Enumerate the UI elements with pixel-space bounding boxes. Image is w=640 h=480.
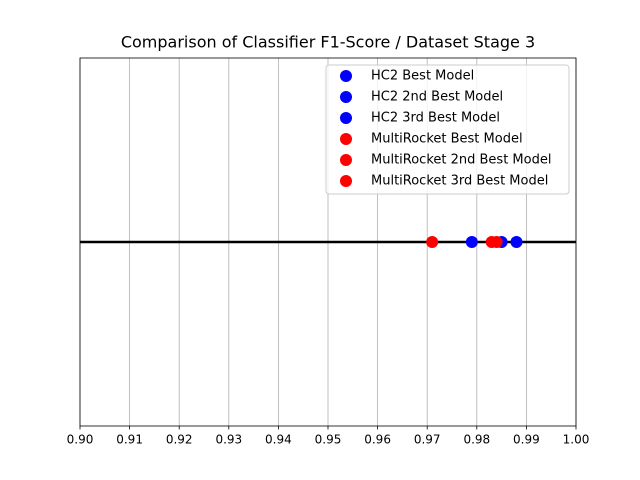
x-tick-label: 0.92: [166, 433, 193, 447]
legend-marker: [340, 91, 352, 103]
point: [485, 236, 498, 248]
x-tick-label: 0.95: [315, 433, 342, 447]
x-tick-label: 0.93: [215, 433, 242, 447]
legend-label: MultiRocket 3rd Best Model: [371, 174, 548, 189]
x-tick-label: 0.94: [265, 433, 292, 447]
x-tick-label: 0.97: [414, 433, 441, 447]
x-tick-label: 0.99: [513, 433, 540, 447]
legend-marker: [340, 133, 352, 145]
legend-marker: [340, 175, 352, 187]
legend-marker: [340, 70, 352, 82]
x-tick-label: 0.98: [463, 433, 490, 447]
point: [426, 236, 439, 248]
plot-frame: [79, 57, 577, 427]
x-tick-label: 0.91: [116, 433, 143, 447]
point: [510, 236, 523, 248]
legend-label: HC2 Best Model: [371, 69, 474, 84]
legend-label: MultiRocket 2nd Best Model: [371, 153, 551, 168]
legend-label: HC2 3rd Best Model: [371, 111, 500, 126]
legend-marker: [340, 112, 352, 124]
x-tick-label: 1.00: [563, 433, 590, 447]
point: [465, 236, 478, 248]
legend-label: MultiRocket Best Model: [371, 132, 523, 147]
legend-marker: [340, 154, 352, 166]
x-tick-label: 0.96: [364, 433, 391, 447]
chart-title: Comparison of Classifier F1-Score / Data…: [121, 33, 535, 52]
legend-label: HC2 2nd Best Model: [371, 90, 503, 105]
x-tick-label: 0.90: [67, 433, 94, 447]
legend-box: [325, 64, 570, 195]
